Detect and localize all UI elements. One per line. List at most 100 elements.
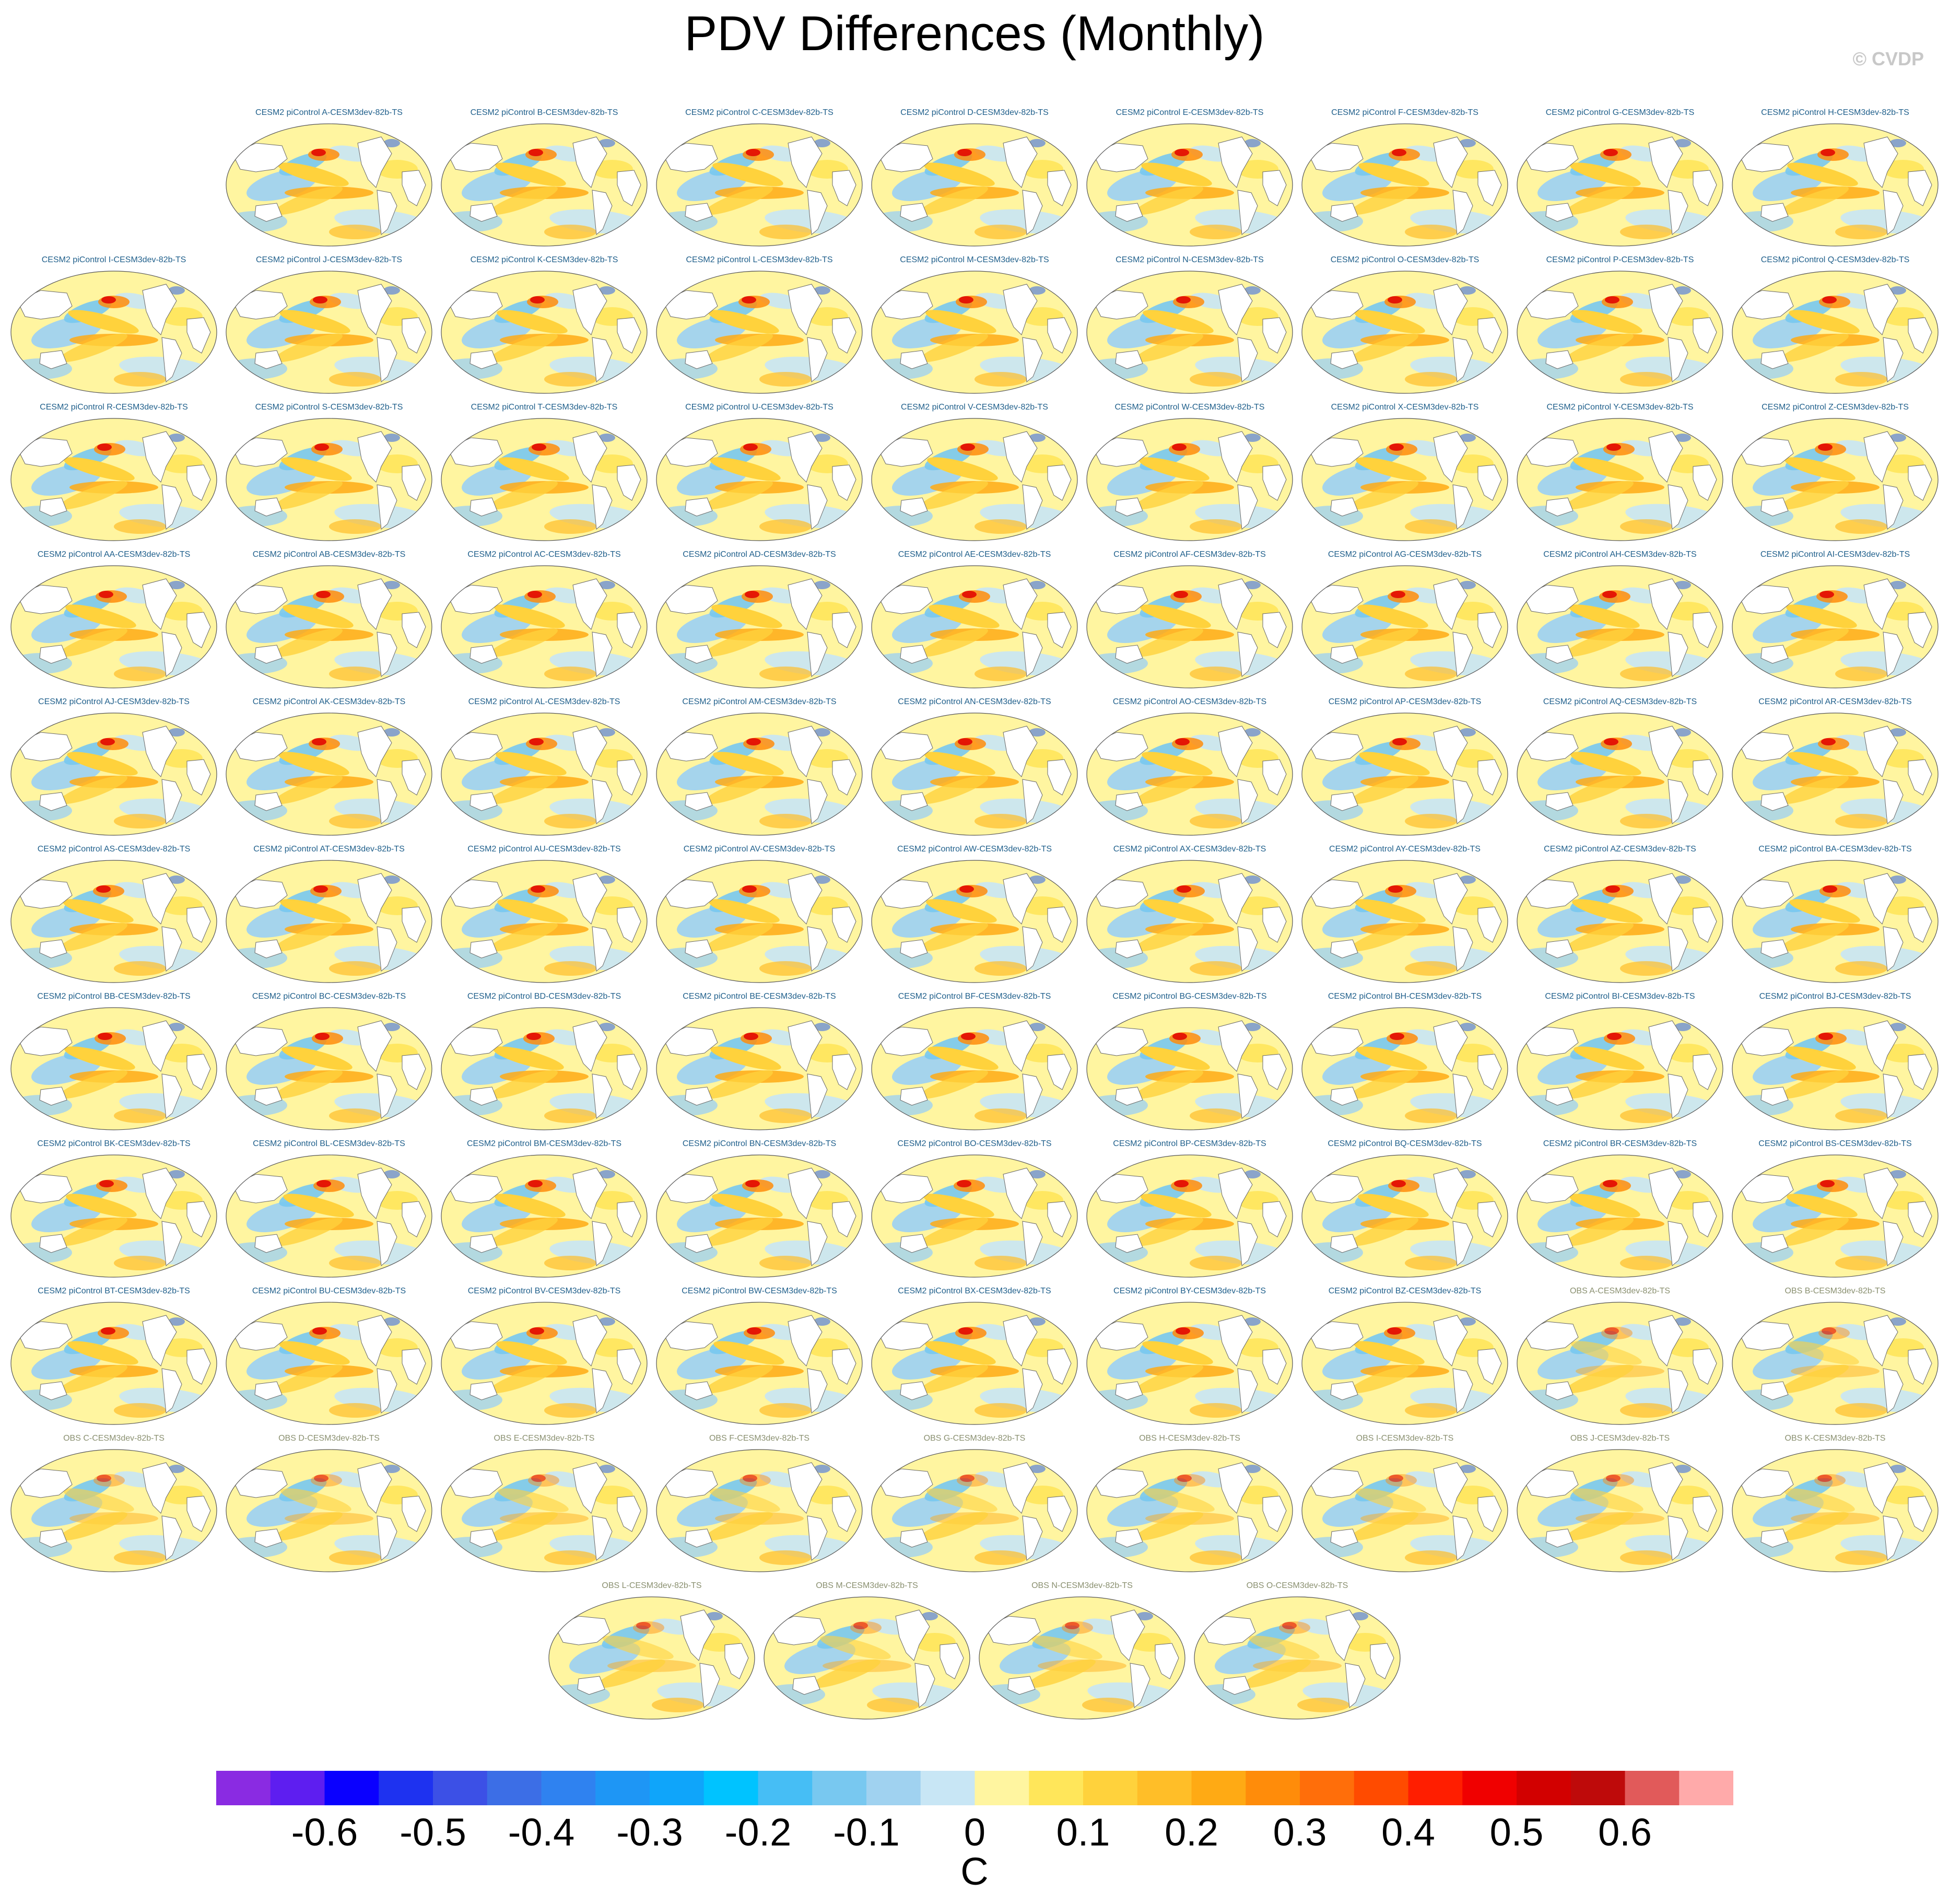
south-america-outline <box>1883 484 1904 530</box>
panel-label: CESM2 piControl AP-CESM3dev-82b-TS <box>1328 697 1482 706</box>
sst-anomaly-patch <box>1565 333 1634 363</box>
africa-outline <box>1262 1348 1287 1385</box>
panel-label: CESM2 piControl BU-CESM3dev-82b-TS <box>252 1287 406 1295</box>
sst-anomaly-patch <box>1031 1636 1102 1660</box>
asia-outline <box>1093 1321 1148 1351</box>
map-border <box>1732 1154 1939 1278</box>
australia-outline <box>1760 1528 1789 1548</box>
sst-anomaly-patch <box>961 1033 976 1040</box>
south-america-outline <box>1237 484 1258 530</box>
north-america-outline <box>1433 578 1468 630</box>
north-america-outline <box>357 873 392 925</box>
sst-anomaly-patch <box>1322 611 1393 643</box>
australia-outline <box>1760 1381 1789 1400</box>
asia-outline <box>1523 1174 1579 1204</box>
sst-anomaly-patch <box>168 1317 185 1326</box>
asia-outline <box>17 1321 73 1351</box>
sst-anomaly-patch <box>313 296 327 303</box>
sst-anomaly-patch <box>544 1108 596 1123</box>
panel-label: CESM2 piControl A-CESM3dev-82b-TS <box>255 108 403 117</box>
sst-anomaly-patch <box>58 628 127 657</box>
sst-anomaly-patch <box>759 1256 812 1270</box>
map-border <box>1086 1007 1293 1130</box>
africa-outline <box>1477 612 1502 648</box>
sst-anomaly-patch <box>1674 728 1691 737</box>
north-america-outline <box>1218 726 1253 777</box>
africa-outline <box>1477 170 1502 206</box>
map-panel: OBS A-CESM3dev-82b-TS <box>1516 1286 1724 1427</box>
south-america-outline <box>1668 1073 1688 1119</box>
sst-anomaly-patch <box>713 1341 784 1365</box>
panel-label: OBS N-CESM3dev-82b-TS <box>1031 1581 1133 1590</box>
sst-anomaly-patch <box>1405 961 1457 976</box>
map-panel: CESM2 piControl V-CESM3dev-82b-TS <box>870 402 1079 543</box>
map-border <box>871 123 1078 247</box>
north-america-outline <box>142 578 177 630</box>
sst-anomaly-patch <box>1134 628 1203 657</box>
australia-outline <box>685 350 713 369</box>
australia-outline <box>1760 497 1789 517</box>
sst-anomaly-patch <box>1459 1170 1476 1178</box>
south-america-outline <box>592 1221 613 1266</box>
sst-anomaly-patch <box>1244 728 1261 737</box>
global-map <box>1086 1007 1293 1130</box>
sst-anomaly-patch <box>1603 1180 1617 1187</box>
sst-anomaly-patch <box>1565 1364 1634 1394</box>
north-america-outline <box>357 1167 392 1219</box>
panel-label: CESM2 piControl BQ-CESM3dev-82b-TS <box>1328 1139 1482 1148</box>
sst-anomaly-patch <box>1349 1070 1418 1099</box>
north-america-outline <box>1218 578 1253 630</box>
north-america-outline <box>1863 284 1898 335</box>
sst-anomaly-patch <box>329 1403 381 1418</box>
sst-anomaly-patch <box>710 457 781 481</box>
map-panel: CESM2 piControl AN-CESM3dev-82b-TS <box>870 697 1079 838</box>
south-america-outline <box>161 337 182 382</box>
map-panel: CESM2 piControl BB-CESM3dev-82b-TS <box>9 991 218 1132</box>
australia-outline <box>39 1528 67 1548</box>
sst-anomaly-patch <box>64 1046 135 1070</box>
sst-anomaly-patch <box>1107 1494 1178 1527</box>
south-america-outline <box>1883 779 1904 824</box>
africa-outline <box>1047 1201 1072 1237</box>
map-border <box>871 1007 1078 1130</box>
sst-anomaly-patch <box>114 1256 166 1270</box>
panel-label: CESM2 piControl AG-CESM3dev-82b-TS <box>1328 550 1482 559</box>
asia-outline <box>1093 290 1148 320</box>
sst-anomaly-patch <box>1537 1494 1608 1527</box>
sst-anomaly-patch <box>1459 1317 1476 1326</box>
africa-outline <box>1908 612 1932 648</box>
north-america-outline <box>1863 1315 1898 1366</box>
colorbar-swatch <box>866 1771 921 1805</box>
sst-anomaly-patch <box>1605 296 1619 303</box>
global-map <box>1732 1007 1939 1130</box>
asia-outline <box>17 1468 73 1498</box>
sst-anomaly-patch <box>544 1550 596 1565</box>
panel-label: CESM2 piControl BE-CESM3dev-82b-TS <box>683 992 836 1001</box>
sst-anomaly-patch <box>1889 728 1906 737</box>
sst-anomaly-patch <box>919 186 988 215</box>
sst-anomaly-patch <box>1138 457 1210 481</box>
asia-outline <box>447 732 503 762</box>
asia-outline <box>770 1616 826 1645</box>
australia-outline <box>469 1234 498 1253</box>
sst-anomaly-patch <box>1174 1180 1189 1187</box>
sst-anomaly-patch <box>1459 139 1476 147</box>
asia-outline <box>447 1026 503 1056</box>
global-map <box>441 123 648 247</box>
asia-outline <box>662 290 718 320</box>
panel-label: OBS F-CESM3dev-82b-TS <box>709 1434 810 1443</box>
sst-anomaly-patch <box>962 591 977 598</box>
global-map <box>1732 565 1939 688</box>
asia-outline <box>1523 437 1579 467</box>
map-border <box>1732 1302 1939 1425</box>
map-border <box>226 418 432 541</box>
global-map <box>1086 1449 1293 1572</box>
south-america-outline <box>1022 484 1043 530</box>
asia-outline <box>1738 143 1794 172</box>
sst-anomaly-patch <box>745 1180 760 1187</box>
australia-outline <box>1545 792 1574 811</box>
sst-anomaly-patch <box>709 899 780 923</box>
map-panel: CESM2 piControl L-CESM3dev-82b-TS <box>655 255 864 396</box>
sst-anomaly-patch <box>814 1465 830 1473</box>
south-america-outline <box>377 1368 397 1414</box>
